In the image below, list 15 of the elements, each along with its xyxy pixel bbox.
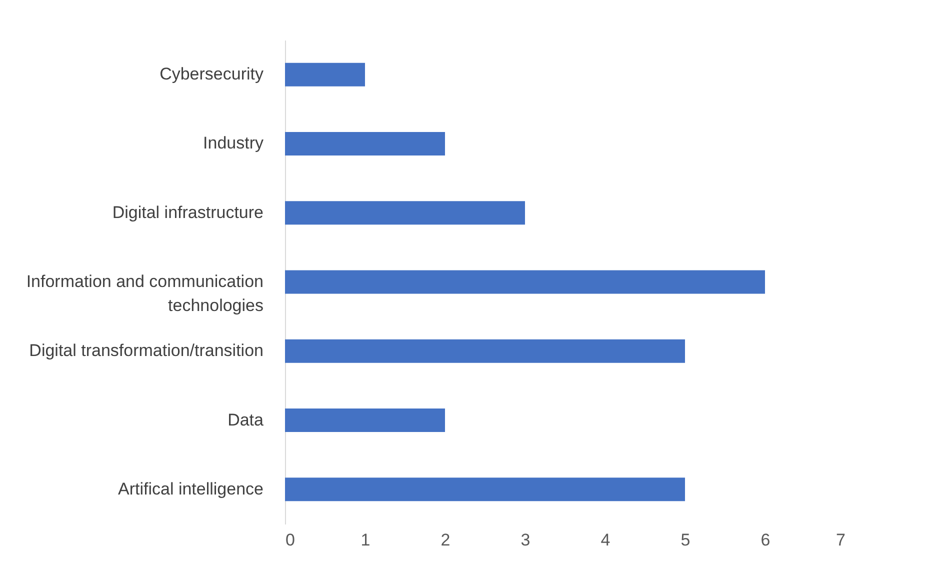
y-tick-label: Information and communication technologies [26,272,264,315]
x-tick-label: 5 [680,530,690,550]
y-tick-label: Digital transformation/transition [29,341,264,360]
y-tick-label: Artifical intelligence [118,479,264,498]
x-tick-label: 2 [440,530,450,550]
y-tick-label: Industry [203,134,264,153]
x-tick-label: 0 [286,530,295,550]
y-tick-label: Cybersecurity [160,64,264,84]
x-tick-label: 4 [600,530,610,550]
x-tick-label: 7 [836,530,846,550]
y-tick-label: Digital infrastructure [112,202,264,222]
x-tick-label: 6 [760,530,770,550]
x-tick-label: 3 [520,530,530,550]
y-tick-label: Data [228,410,264,430]
x-tick-label: 1 [360,530,370,550]
